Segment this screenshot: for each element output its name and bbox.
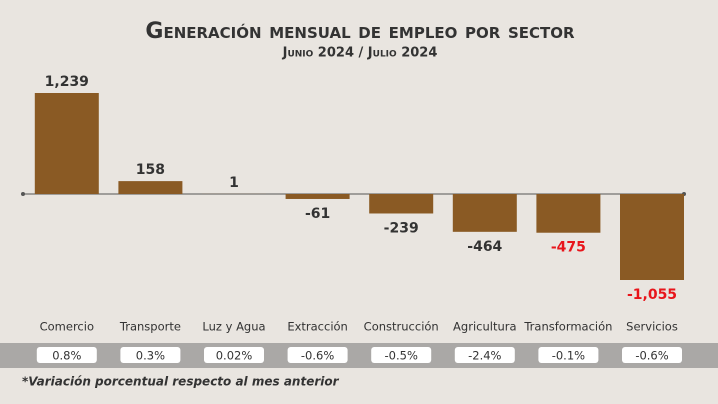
category-label: Transporte bbox=[119, 320, 181, 334]
value-label: -475 bbox=[551, 240, 586, 256]
bar bbox=[34, 93, 99, 194]
chart-subtitle: Junio 2024 / Julio 2024 bbox=[282, 46, 438, 61]
percent-pill bbox=[454, 347, 515, 363]
bar bbox=[118, 181, 183, 194]
percent-label: 0.8% bbox=[52, 349, 81, 363]
bar bbox=[620, 193, 684, 280]
percent-label: -2.4% bbox=[468, 349, 501, 363]
bar bbox=[369, 193, 434, 214]
percent-pill bbox=[538, 347, 599, 363]
category-label: Comercio bbox=[40, 320, 94, 334]
value-label: -1,055 bbox=[627, 287, 677, 303]
category-label: Luz y Agua bbox=[202, 320, 265, 334]
bar bbox=[285, 193, 350, 199]
category-label: Servicios bbox=[626, 320, 678, 334]
percent-pill bbox=[36, 347, 97, 363]
value-label: -239 bbox=[384, 220, 419, 236]
percent-label: 0.3% bbox=[136, 349, 165, 363]
percent-pill bbox=[287, 347, 348, 363]
percent-label: -0.1% bbox=[552, 349, 585, 363]
percent-pill bbox=[371, 347, 432, 363]
percent-label: -0.6% bbox=[301, 349, 334, 363]
category-label: Agricultura bbox=[453, 320, 516, 334]
percent-label: 0.02% bbox=[216, 349, 253, 363]
value-label: 1 bbox=[229, 175, 239, 191]
percent-pill bbox=[204, 347, 264, 363]
percent-band bbox=[0, 343, 718, 368]
value-label: -464 bbox=[467, 239, 502, 255]
category-label: Transformación bbox=[523, 320, 612, 334]
percent-label: -0.5% bbox=[385, 349, 418, 363]
bar bbox=[452, 193, 517, 232]
percent-label: -0.6% bbox=[635, 349, 668, 363]
value-label: -61 bbox=[305, 206, 330, 222]
footnote: *Variación porcentual respecto al mes an… bbox=[22, 375, 340, 389]
percent-pill bbox=[622, 347, 682, 363]
baseline-end bbox=[21, 192, 25, 196]
category-label: Construcción bbox=[364, 320, 439, 334]
percent-pill bbox=[120, 347, 181, 363]
value-label: 158 bbox=[136, 162, 165, 178]
bar bbox=[536, 193, 601, 233]
chart-title: Generación mensual de empleo por sector bbox=[145, 19, 575, 44]
value-label: 1,239 bbox=[45, 74, 89, 90]
category-label: Extracción bbox=[287, 320, 348, 334]
